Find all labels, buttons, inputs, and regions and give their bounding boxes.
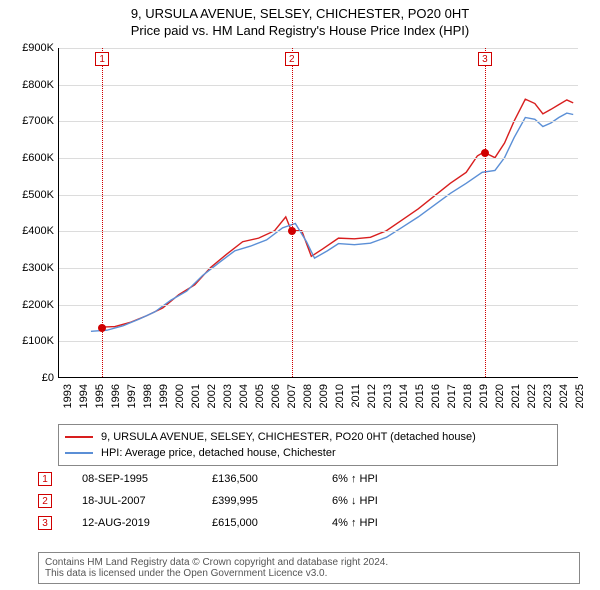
series-svg <box>59 48 578 377</box>
x-axis-label: 2012 <box>366 384 378 408</box>
sale-price: £615,000 <box>212 517 332 529</box>
sale-vline <box>292 48 293 377</box>
y-axis-label: £900K <box>10 42 54 54</box>
legend-item: HPI: Average price, detached house, Chic… <box>65 445 551 461</box>
y-axis-label: £0 <box>10 372 54 384</box>
series-line-property <box>102 99 573 327</box>
x-axis-label: 1996 <box>110 384 122 408</box>
grid-line <box>59 305 578 306</box>
y-axis-label: £700K <box>10 115 54 127</box>
sale-date: 18-JUL-2007 <box>82 495 212 507</box>
x-axis-label: 2014 <box>398 384 410 408</box>
x-axis-label: 1997 <box>126 384 138 408</box>
y-axis-label: £100K <box>10 335 54 347</box>
y-axis-label: £600K <box>10 152 54 164</box>
chart-area: 1 2 3 £0 £100K £200K £300K £400K £500K £600K £700… <box>10 48 590 418</box>
x-axis-label: 2022 <box>526 384 538 408</box>
sale-marker-icon: 3 <box>478 52 492 66</box>
y-axis-label: £800K <box>10 79 54 91</box>
footer-line: This data is licensed under the Open Gov… <box>45 568 573 579</box>
x-axis-label: 2015 <box>414 384 426 408</box>
x-axis-label: 2016 <box>430 384 442 408</box>
sales-row: 2 18-JUL-2007 £399,995 6% ↓ HPI <box>38 490 578 512</box>
sales-row: 1 08-SEP-1995 £136,500 6% ↑ HPI <box>38 468 578 490</box>
series-line-hpi <box>91 113 573 331</box>
sale-marker-icon: 3 <box>38 516 52 530</box>
x-axis-label: 1994 <box>78 384 90 408</box>
legend: 9, URSULA AVENUE, SELSEY, CHICHESTER, PO… <box>58 424 558 466</box>
sale-date: 08-SEP-1995 <box>82 473 212 485</box>
sale-price: £399,995 <box>212 495 332 507</box>
x-axis-label: 1999 <box>158 384 170 408</box>
sale-marker-icon: 1 <box>95 52 109 66</box>
sale-marker-icon: 2 <box>38 494 52 508</box>
sale-diff: 4% ↑ HPI <box>332 517 432 529</box>
x-axis-label: 2006 <box>270 384 282 408</box>
sales-table: 1 08-SEP-1995 £136,500 6% ↑ HPI 2 18-JUL… <box>38 468 578 534</box>
x-axis-label: 2013 <box>382 384 394 408</box>
sales-row: 3 12-AUG-2019 £615,000 4% ↑ HPI <box>38 512 578 534</box>
grid-line <box>59 268 578 269</box>
legend-swatch <box>65 452 93 454</box>
x-axis-label: 2011 <box>350 384 362 408</box>
x-axis-label: 2020 <box>494 384 506 408</box>
y-axis-label: £200K <box>10 299 54 311</box>
y-axis-label: £300K <box>10 262 54 274</box>
x-axis-label: 2000 <box>174 384 186 408</box>
legend-label: 9, URSULA AVENUE, SELSEY, CHICHESTER, PO… <box>101 431 476 443</box>
x-axis-label: 2021 <box>510 384 522 408</box>
x-axis-label: 2019 <box>478 384 490 408</box>
sale-price: £136,500 <box>212 473 332 485</box>
y-axis-label: £500K <box>10 189 54 201</box>
legend-label: HPI: Average price, detached house, Chic… <box>101 447 336 459</box>
title-line2: Price paid vs. HM Land Registry's House … <box>0 23 600 38</box>
sale-diff: 6% ↓ HPI <box>332 495 432 507</box>
x-axis-label: 2007 <box>286 384 298 408</box>
sale-dot <box>288 227 296 235</box>
sale-marker-icon: 1 <box>38 472 52 486</box>
grid-line <box>59 85 578 86</box>
x-axis-label: 2025 <box>574 384 586 408</box>
chart-container: 9, URSULA AVENUE, SELSEY, CHICHESTER, PO… <box>0 0 600 590</box>
sale-diff: 6% ↑ HPI <box>332 473 432 485</box>
grid-line <box>59 121 578 122</box>
grid-line <box>59 231 578 232</box>
sale-dot <box>98 324 106 332</box>
x-axis-label: 2023 <box>542 384 554 408</box>
x-axis-label: 1995 <box>94 384 106 408</box>
sale-date: 12-AUG-2019 <box>82 517 212 529</box>
legend-item: 9, URSULA AVENUE, SELSEY, CHICHESTER, PO… <box>65 429 551 445</box>
x-axis-label: 1998 <box>142 384 154 408</box>
grid-line <box>59 158 578 159</box>
title-block: 9, URSULA AVENUE, SELSEY, CHICHESTER, PO… <box>0 0 600 38</box>
x-axis-label: 2024 <box>558 384 570 408</box>
grid-line <box>59 341 578 342</box>
grid-line <box>59 195 578 196</box>
x-axis-label: 2009 <box>318 384 330 408</box>
x-axis-label: 2008 <box>302 384 314 408</box>
sale-vline <box>485 48 486 377</box>
x-axis-label: 2002 <box>206 384 218 408</box>
legend-swatch <box>65 436 93 438</box>
footer: Contains HM Land Registry data © Crown c… <box>38 552 580 584</box>
x-axis-label: 2017 <box>446 384 458 408</box>
plot-area: 1 2 3 <box>58 48 578 378</box>
x-axis-label: 2001 <box>190 384 202 408</box>
footer-line: Contains HM Land Registry data © Crown c… <box>45 557 573 568</box>
x-axis-label: 2018 <box>462 384 474 408</box>
title-line1: 9, URSULA AVENUE, SELSEY, CHICHESTER, PO… <box>0 6 600 21</box>
x-axis-label: 2003 <box>222 384 234 408</box>
sale-marker-icon: 2 <box>285 52 299 66</box>
x-axis-label: 2005 <box>254 384 266 408</box>
x-axis-label: 2010 <box>334 384 346 408</box>
sale-dot <box>481 149 489 157</box>
y-axis-label: £400K <box>10 225 54 237</box>
x-axis-label: 1993 <box>62 384 74 408</box>
grid-line <box>59 48 578 49</box>
x-axis-label: 2004 <box>238 384 250 408</box>
